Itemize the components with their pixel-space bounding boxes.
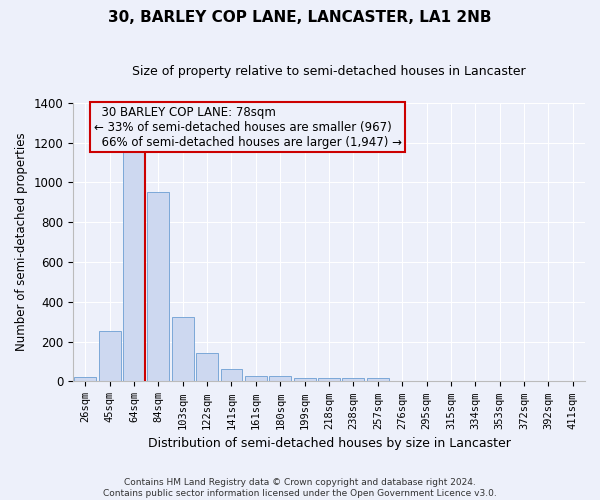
X-axis label: Distribution of semi-detached houses by size in Lancaster: Distribution of semi-detached houses by …: [148, 437, 511, 450]
Bar: [123, 150, 145, 382]
Bar: [196, 352, 218, 382]
Bar: [98, 330, 121, 382]
Bar: [367, 378, 389, 382]
Bar: [343, 378, 364, 382]
Bar: [293, 378, 316, 382]
Bar: [269, 376, 291, 382]
Bar: [148, 192, 169, 382]
Bar: [318, 378, 340, 382]
Bar: [172, 317, 194, 382]
Text: Contains HM Land Registry data © Crown copyright and database right 2024.
Contai: Contains HM Land Registry data © Crown c…: [103, 478, 497, 498]
Text: 30 BARLEY COP LANE: 78sqm
← 33% of semi-detached houses are smaller (967)
  66% : 30 BARLEY COP LANE: 78sqm ← 33% of semi-…: [94, 106, 402, 149]
Bar: [245, 376, 267, 382]
Bar: [221, 368, 242, 382]
Y-axis label: Number of semi-detached properties: Number of semi-detached properties: [15, 133, 28, 352]
Text: 30, BARLEY COP LANE, LANCASTER, LA1 2NB: 30, BARLEY COP LANE, LANCASTER, LA1 2NB: [108, 10, 492, 25]
Bar: [74, 378, 96, 382]
Title: Size of property relative to semi-detached houses in Lancaster: Size of property relative to semi-detach…: [132, 65, 526, 78]
